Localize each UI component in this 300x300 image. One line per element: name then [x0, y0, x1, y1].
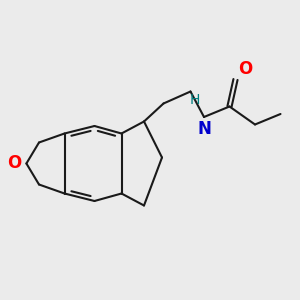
- Text: N: N: [197, 120, 211, 138]
- Text: H: H: [190, 93, 200, 107]
- Text: O: O: [238, 60, 253, 78]
- Text: O: O: [7, 154, 21, 172]
